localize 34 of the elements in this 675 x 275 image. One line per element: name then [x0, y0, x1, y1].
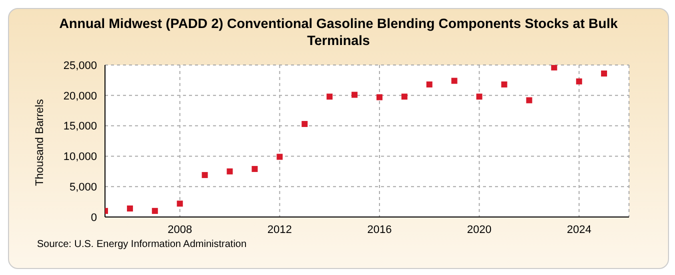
point: [352, 92, 358, 98]
x-tick-label: 2020: [467, 224, 492, 236]
point: [601, 70, 608, 77]
source-note: Source: U.S. Energy Information Administration: [37, 239, 247, 250]
point: [152, 208, 158, 214]
point: [476, 94, 482, 100]
y-tick-label: 25,000: [63, 60, 97, 72]
point: [526, 97, 532, 104]
x-tick-label: 2016: [367, 224, 392, 236]
x-tick-label: 2008: [168, 224, 192, 236]
chart-title: Annual Midwest (PADD 2) Conventional Gasoline Blending Components Stocks at Bulk Terminals: [58, 15, 619, 49]
point: [126, 205, 133, 212]
point: [276, 154, 283, 160]
y-tick-label: 10,000: [63, 151, 97, 164]
point: [176, 200, 183, 207]
y-tick-label: 15,000: [63, 120, 97, 133]
y-tick-label: 5,000: [69, 182, 97, 194]
point: [451, 78, 458, 84]
point: [326, 94, 333, 100]
point: [202, 172, 208, 178]
point: [426, 81, 432, 88]
y-tick-label: 0: [90, 212, 97, 224]
y-tick-label: 20,000: [63, 90, 97, 102]
point: [501, 81, 508, 88]
x-tick-label: 2012: [267, 224, 292, 236]
point: [252, 166, 258, 172]
point: [226, 168, 233, 174]
point: [576, 78, 582, 84]
point: [302, 120, 308, 127]
x-tick-label: 2024: [566, 224, 592, 236]
point: [551, 65, 558, 70]
y-axis-title: Thousand Barrels: [34, 98, 46, 186]
point: [376, 94, 382, 100]
point: [401, 94, 408, 100]
